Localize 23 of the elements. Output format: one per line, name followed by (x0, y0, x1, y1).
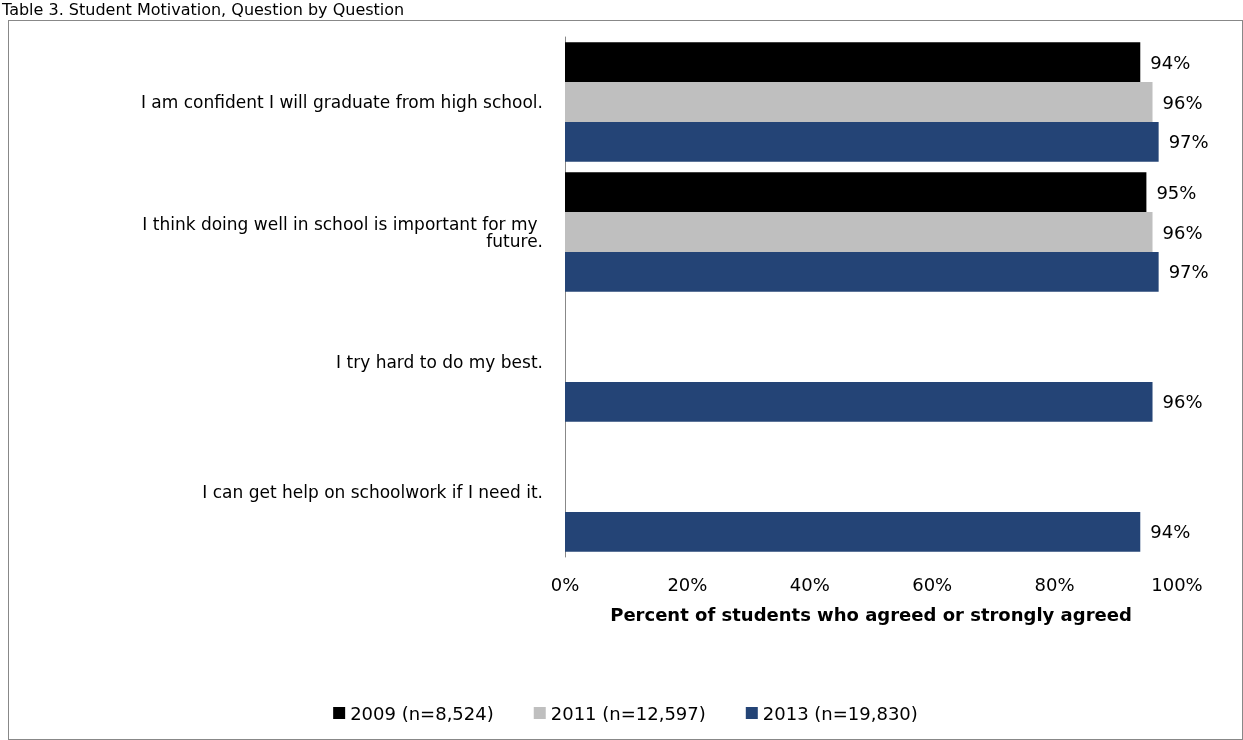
text: Table 3. Student Motivation, Question by Question (2, 0, 405, 19)
data-label: 96% (1162, 391, 1203, 413)
x-tick-label: 80% (1034, 573, 1075, 595)
data-label: 97% (1168, 131, 1209, 153)
x-tick-label: 20% (667, 573, 708, 595)
data-label: 95% (1156, 181, 1197, 203)
legend-label: 2009 (n=8,524) (350, 702, 494, 724)
legend-label: 2011 (n=12,597) (550, 702, 706, 724)
data-label: 94% (1150, 521, 1191, 543)
data-label: 96% (1162, 91, 1203, 113)
data-label: 96% (1162, 221, 1203, 243)
y-tick-label: I try hard to do my best. (336, 352, 543, 372)
x-tick-label: 100% (1151, 573, 1203, 595)
data-label: 94% (1150, 51, 1191, 73)
y-tick-label: I think doing well in school is important for my future. (142, 213, 543, 251)
data-label: 97% (1168, 261, 1209, 283)
legend-label: 2013 (n=19,830) (762, 702, 918, 724)
x-axis-title: Percent of students who agreed or strongly agreed (610, 603, 1132, 625)
x-tick-label: 40% (789, 573, 830, 595)
x-tick-label: 0% (550, 573, 580, 595)
x-tick-label: 60% (912, 573, 953, 595)
y-tick-label: I am confident I will graduate from high school. (140, 92, 543, 112)
y-tick-label: I can get help on schoolwork if I need it. (202, 482, 543, 502)
